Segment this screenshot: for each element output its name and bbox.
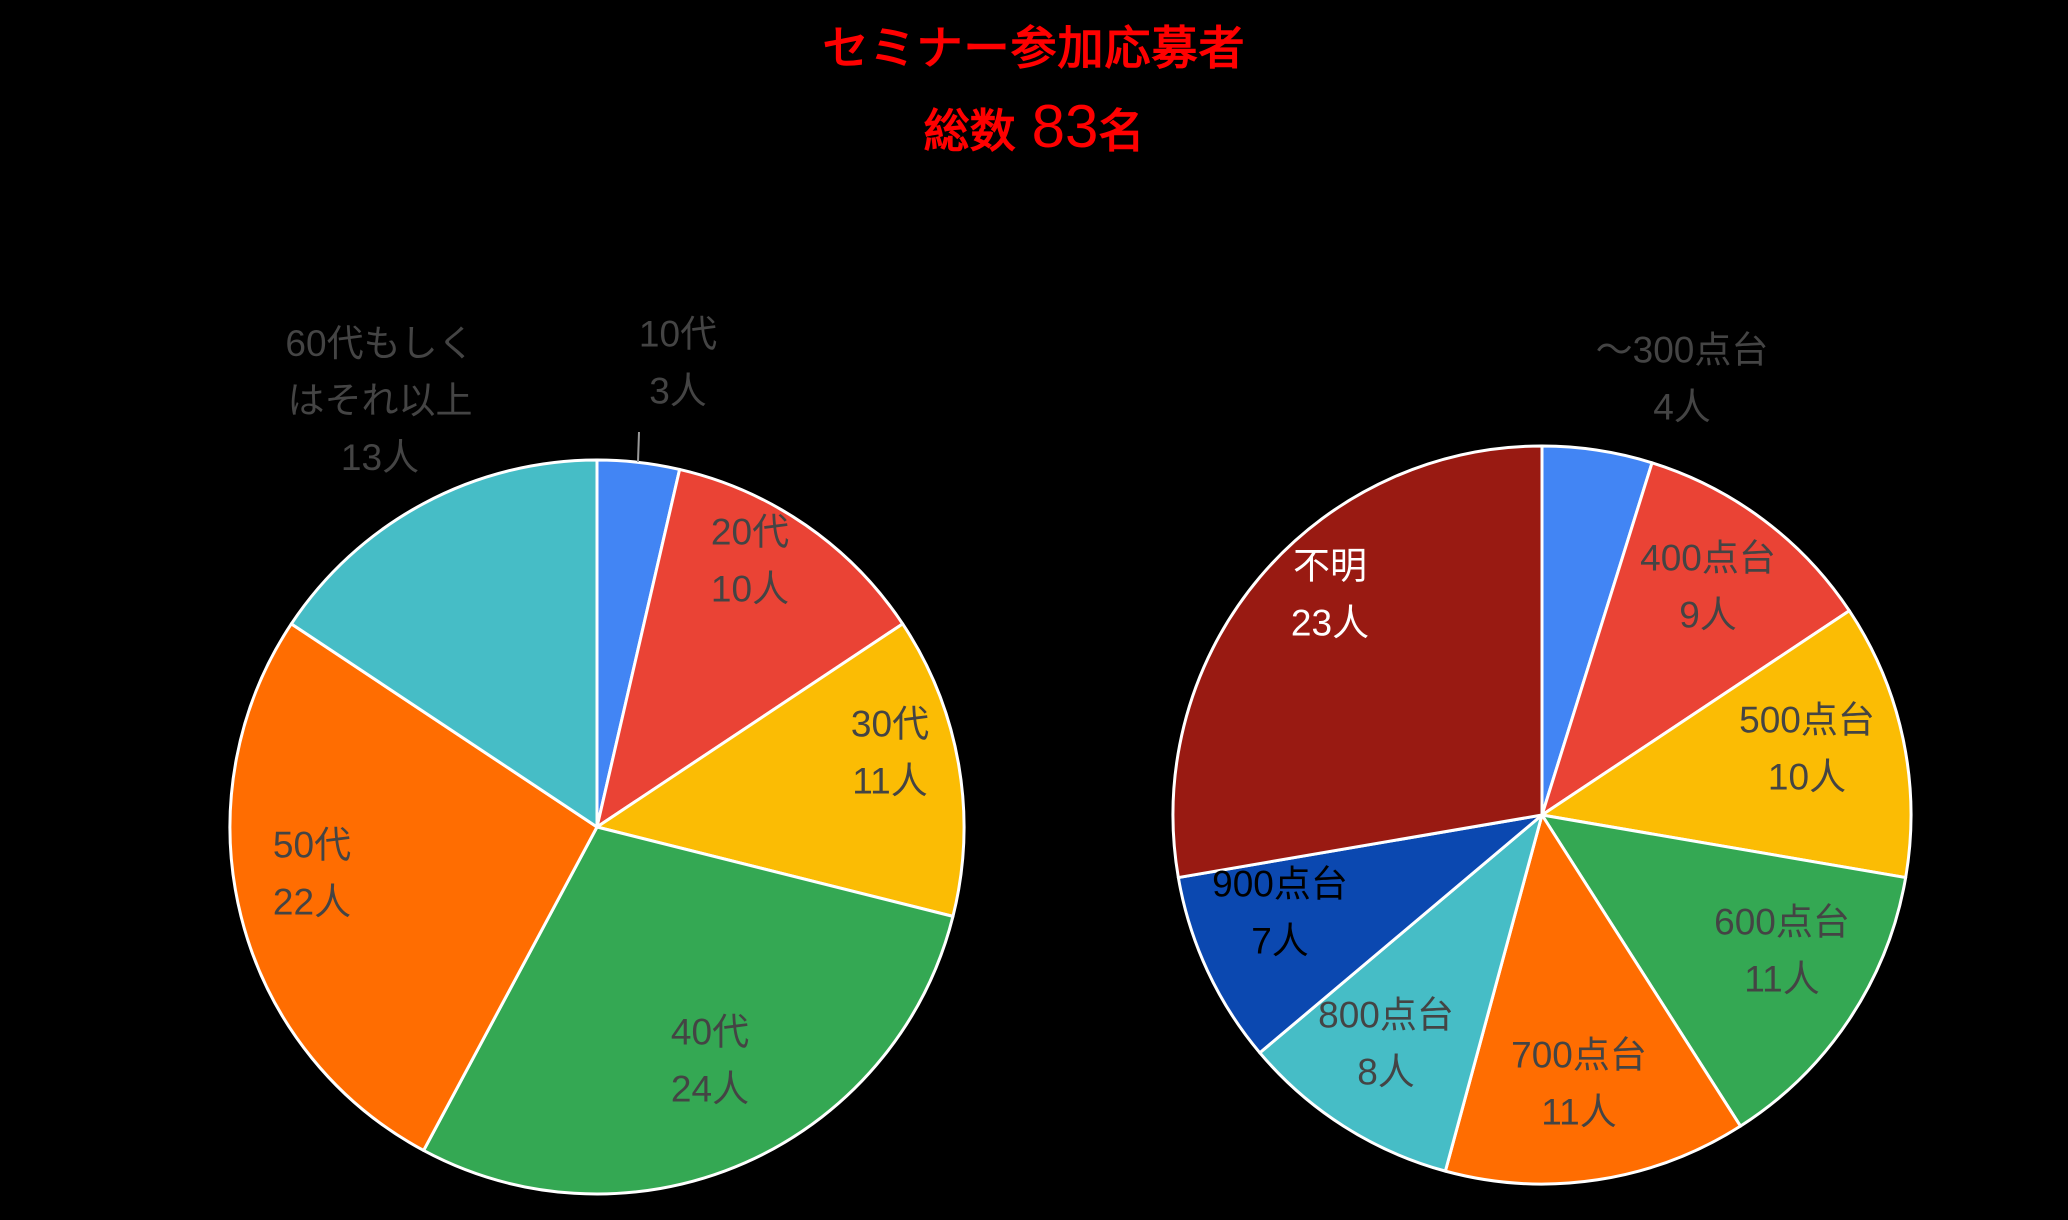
slice-label: 800点台 8人 — [1318, 995, 1454, 1093]
slice-label: 600点台 11人 — [1714, 902, 1850, 1000]
age-pie-chart: 10代 3人 20代 10人 30代 11人 40代 24人 50代 22人 60代もしくはそれ以上… — [228, 314, 966, 1196]
pie-slice — [595, 622, 966, 918]
pie-slice — [595, 467, 905, 829]
slice-label: 30代 11人 — [851, 704, 929, 802]
pie-slice — [289, 458, 599, 829]
slice-label: 50代 22人 — [273, 825, 351, 923]
pie-slice — [228, 622, 599, 1152]
pie-slice — [1540, 461, 1851, 817]
total-unit: 名 — [1098, 104, 1145, 158]
pie-slice — [1171, 444, 1544, 880]
total-count: 総数 83名 — [0, 92, 2068, 161]
slice-label: 40代 24人 — [671, 1012, 749, 1110]
pie-slice — [1540, 813, 1908, 1128]
leader-line — [637, 431, 640, 463]
pie-slice — [1258, 813, 1544, 1173]
score-pie-chart: 〜300点台 4人 400点台 9人 500点台 10人 600点台 11人 700点台 11人 8… — [1171, 330, 1913, 1186]
slice-label: 〜300点台 4人 — [1596, 330, 1769, 428]
slice-label: 700点台 11人 — [1511, 1035, 1647, 1133]
total-label: 総数 — [923, 104, 1016, 158]
pie-slice — [1443, 813, 1742, 1186]
pie-slice — [1176, 813, 1544, 1055]
slice-label: 不明 23人 — [1291, 546, 1369, 644]
slice-label: 400点台 9人 — [1640, 538, 1776, 636]
slice-label: 500点台 10人 — [1739, 700, 1875, 798]
slice-label: 900点台 7人 — [1212, 864, 1348, 962]
pie-slice — [422, 825, 955, 1196]
slice-label: 60代もしくはそれ以上 13人 — [285, 323, 474, 478]
slice-label: 20代 10人 — [711, 512, 789, 610]
slice-label: 10代 3人 — [639, 314, 717, 412]
total-number: 83 — [1031, 93, 1099, 160]
chart-title: セミナー参加応募者 — [822, 21, 1246, 75]
pie-slice — [1540, 609, 1913, 880]
